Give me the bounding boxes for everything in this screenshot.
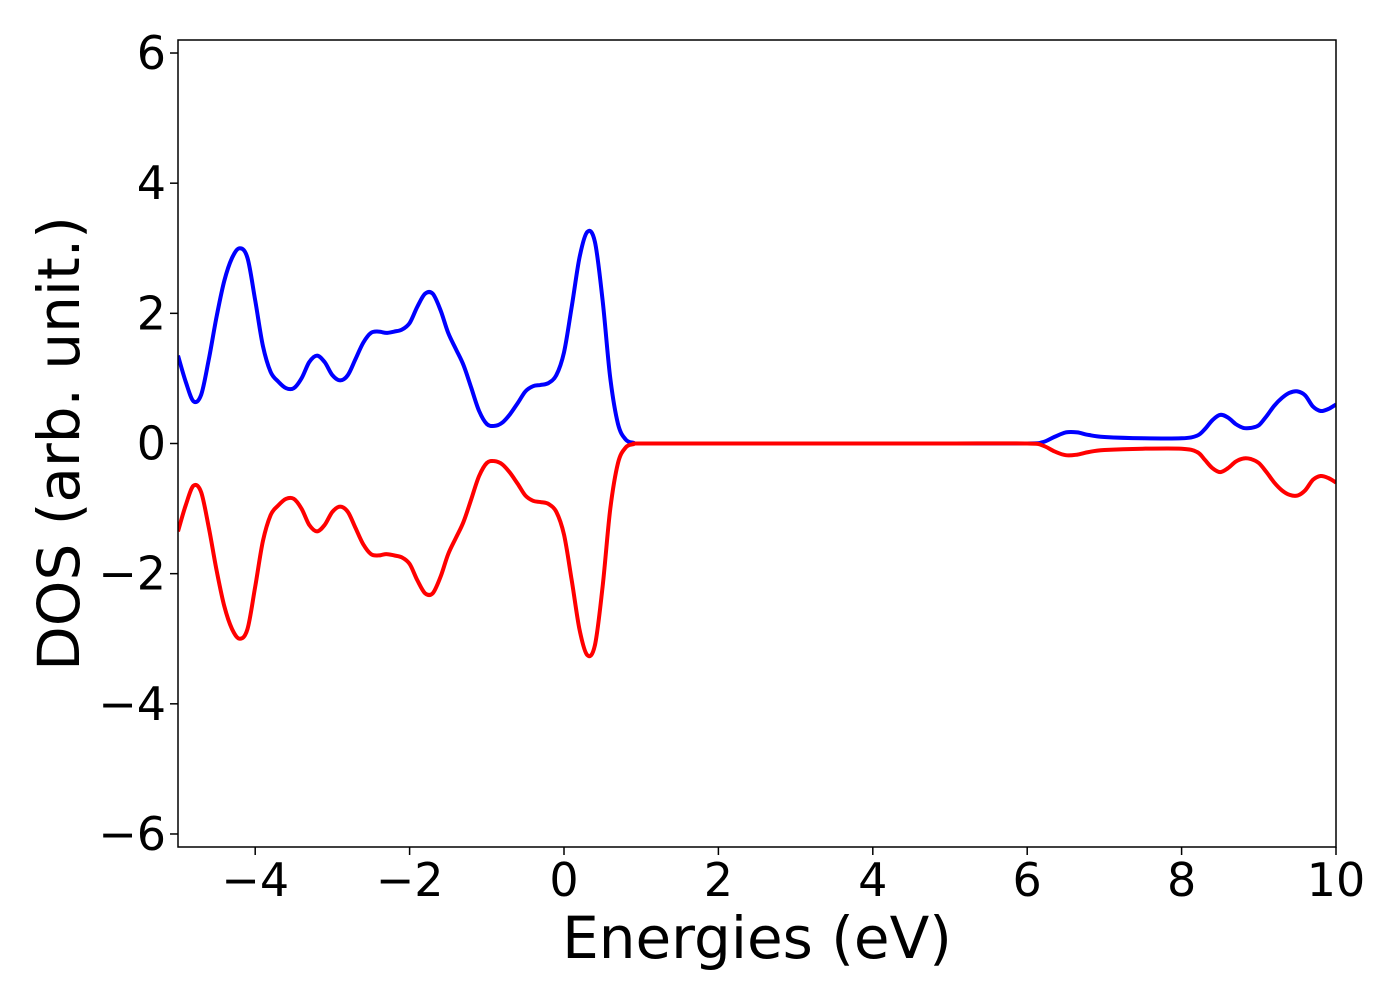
x-tick-label: −2 [376, 853, 444, 907]
series-group [178, 228, 1336, 659]
x-tick-label: 0 [549, 853, 578, 907]
x-tick-label: 8 [1167, 853, 1196, 907]
series-line-spin-down [178, 441, 1336, 659]
x-tick-label: 2 [704, 853, 733, 907]
y-tick-label: 0 [137, 417, 166, 471]
x-tick-label: 6 [1013, 853, 1042, 907]
x-axis-label: Energies (eV) [562, 904, 952, 972]
y-tick-label: 4 [137, 156, 166, 210]
y-tick-label: −6 [98, 807, 166, 861]
y-axis: −6 −4 −2 0 2 4 6 [98, 26, 178, 861]
x-tick-label: 10 [1307, 853, 1366, 907]
y-tick-label: −4 [98, 677, 166, 731]
x-tick-label: −4 [221, 853, 289, 907]
y-tick-label: 6 [137, 26, 166, 80]
y-tick-label: −2 [98, 547, 166, 601]
series-line-spin-up [178, 228, 1336, 446]
y-axis-label: DOS (arb. unit.) [25, 216, 93, 671]
y-tick-label: 2 [137, 286, 166, 340]
x-axis: −4 −2 0 2 4 6 8 10 [221, 847, 1365, 907]
x-tick-label: 4 [858, 853, 887, 907]
